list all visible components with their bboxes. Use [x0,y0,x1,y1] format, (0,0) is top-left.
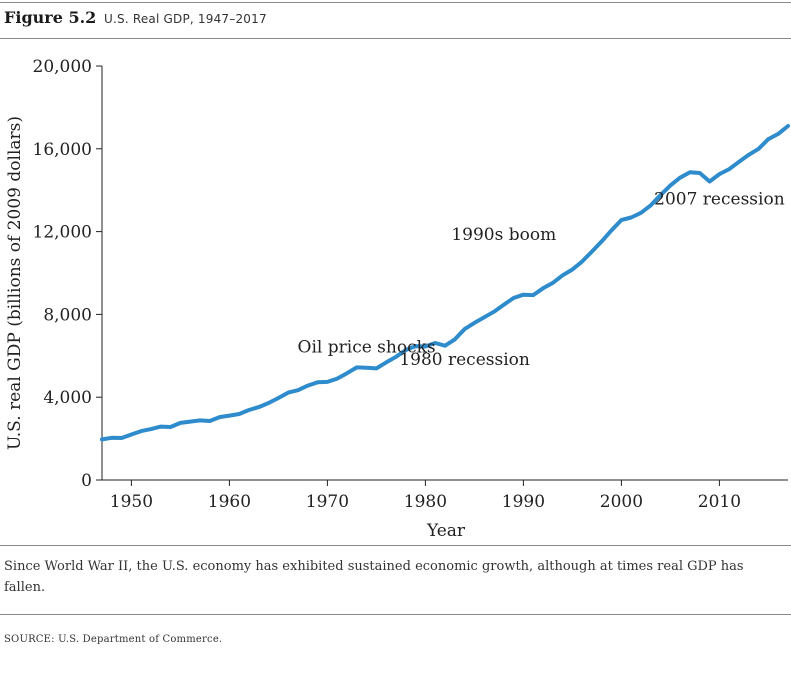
y-axis-label: U.S. real GDP (billions of 2009 dollars) [5,116,25,450]
annotation-label: Oil price shocks [298,338,436,358]
y-axis-ticks: 0 4,000 8,000 12,000 16,000 20,000 [33,57,102,491]
x-tick-label: 1950 [110,492,153,512]
y-tick-label: 0 [81,471,92,491]
chart-rule [0,545,791,546]
figure-title: U.S. Real GDP, 1947–2017 [104,12,267,26]
figure-label: Figure 5.2 [4,8,97,27]
annotation-label: 2007 recession [654,190,785,210]
x-tick-label: 1970 [306,492,349,512]
x-tick-label: 1960 [208,492,251,512]
annotation-label: 1980 recession [399,350,530,370]
annotation-label: 1990s boom [451,225,556,245]
figure-caption: Since World War II, the U.S. economy has… [4,559,744,595]
y-tick-label: 20,000 [33,57,92,77]
x-tick-label: 1980 [404,492,447,512]
y-tick-label: 8,000 [43,305,92,325]
caption-rule [0,614,791,615]
top-rule [0,2,791,3]
x-tick-label: 2010 [698,492,741,512]
y-tick-label: 12,000 [33,223,92,243]
y-tick-label: 4,000 [43,388,92,408]
x-axis-ticks: 1950 1960 1970 1980 1990 2000 2010 [110,480,741,512]
header-rule [0,38,791,39]
x-axis-label: Year [426,521,466,541]
x-tick-label: 2000 [600,492,643,512]
source-note: SOURCE: U.S. Department of Commerce. [4,634,223,645]
gdp-series-line [100,124,790,442]
x-tick-label: 1990 [502,492,545,512]
y-tick-label: 16,000 [33,140,92,160]
